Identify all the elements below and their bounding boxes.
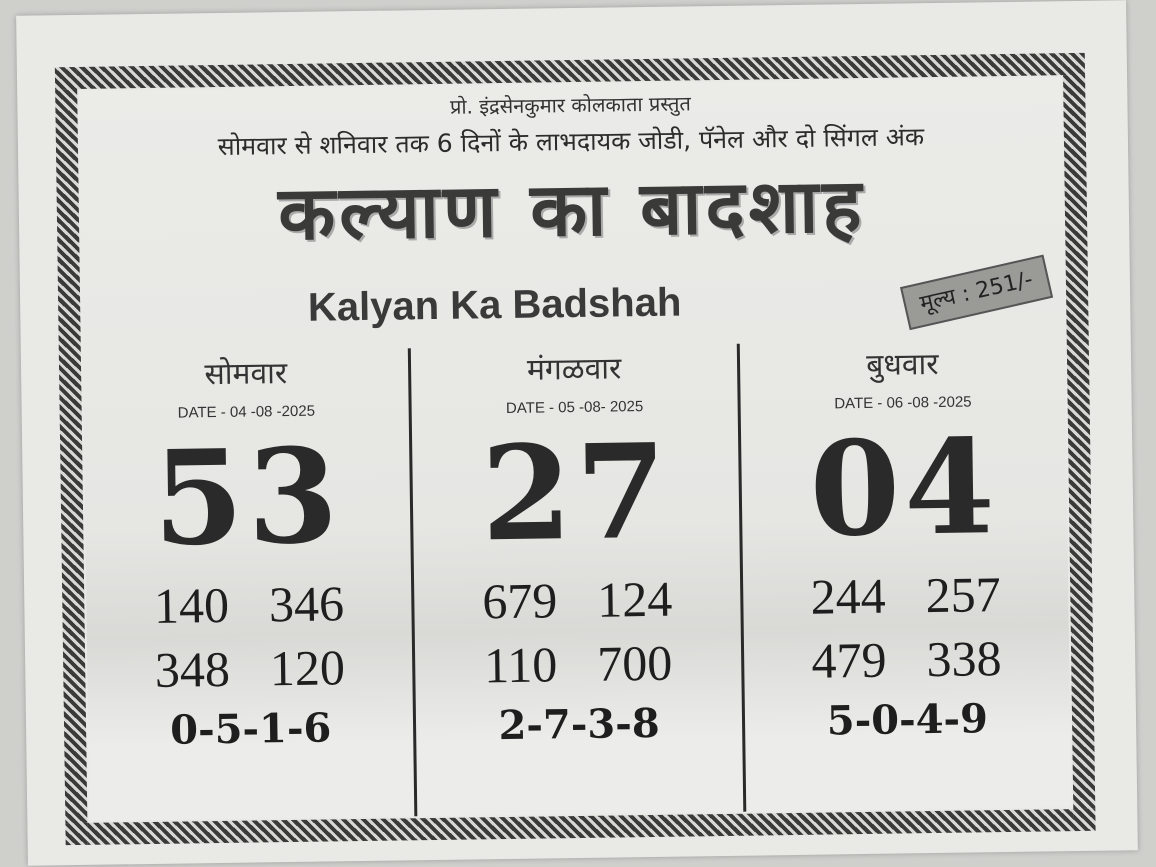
day-columns: सोमवार DATE - 04 -08 -2025 53 140 346 348… bbox=[83, 339, 1072, 821]
subtitle: सोमवार से शनिवार तक 6 दिनों के लाभदायक ज… bbox=[217, 122, 925, 161]
price-badge: मूल्य : 251/- bbox=[900, 254, 1054, 331]
panel-numbers: 244 257 479 338 bbox=[743, 561, 1070, 694]
panel: 700 bbox=[596, 634, 673, 692]
single-digits: 0-5-1-6 bbox=[169, 704, 332, 754]
panel: 110 bbox=[483, 636, 558, 694]
panel-numbers: 140 346 348 120 bbox=[86, 570, 413, 703]
title-hindi: कल्याण का बादशाह bbox=[277, 162, 867, 258]
panel: 244 bbox=[810, 567, 887, 625]
panel: 124 bbox=[596, 570, 673, 628]
title-english: Kalyan Ka Badshah bbox=[307, 280, 682, 330]
panel: 140 bbox=[153, 576, 230, 634]
day-column-wednesday: बुधवार DATE - 06 -08 -2025 04 244 257 479… bbox=[736, 339, 1072, 812]
panel-numbers: 679 124 110 700 bbox=[414, 566, 741, 699]
jodi-number: 53 bbox=[152, 419, 344, 575]
day-name: बुधवार bbox=[865, 346, 939, 383]
day-name: सोमवार bbox=[204, 356, 288, 393]
presenter-line: प्रो. इंद्रसेनकुमार कोलकाता प्रस्तुत bbox=[449, 91, 692, 119]
single-digits: 2-7-3-8 bbox=[498, 699, 660, 750]
day-column-tuesday: मंगळवार DATE - 05 -08- 2025 27 679 124 11… bbox=[408, 343, 743, 817]
panel: 257 bbox=[925, 566, 1001, 624]
day-name: मंगळवार bbox=[526, 351, 622, 388]
panel: 348 bbox=[154, 640, 231, 698]
content-area: प्रो. इंद्रसेनकुमार कोलकाता प्रस्तुत सोम… bbox=[79, 77, 1072, 821]
panel: 679 bbox=[481, 572, 558, 630]
panel: 346 bbox=[268, 575, 345, 633]
panel: 338 bbox=[926, 630, 1002, 688]
single-digits: 5-0-4-9 bbox=[826, 695, 989, 745]
jodi-number: 04 bbox=[808, 410, 1000, 566]
panel: 120 bbox=[269, 639, 346, 697]
jodi-number: 27 bbox=[480, 414, 672, 571]
panel: 479 bbox=[811, 631, 887, 689]
paper-sheet: प्रो. इंद्रसेनकुमार कोलकाता प्रस्तुत सोम… bbox=[16, 0, 1138, 866]
day-column-monday: सोमवार DATE - 04 -08 -2025 53 140 346 348… bbox=[83, 348, 415, 820]
